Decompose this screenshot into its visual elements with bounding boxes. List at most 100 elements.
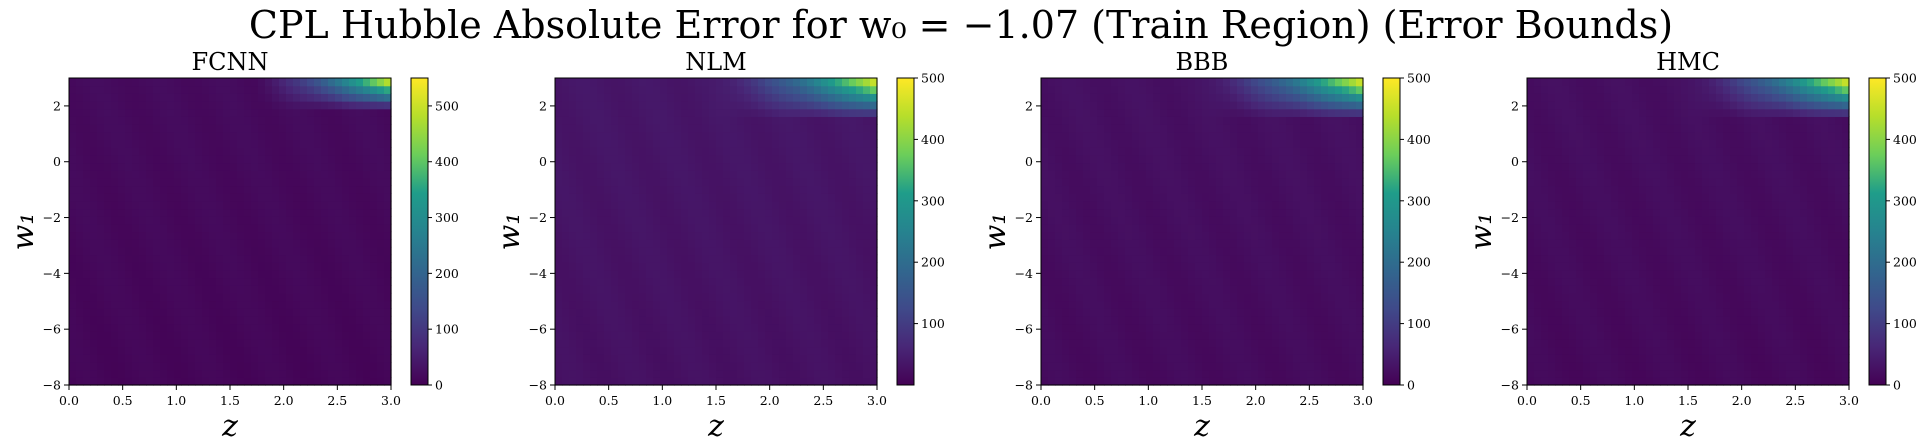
heatmap-cell — [618, 185, 626, 194]
heatmap-cell — [286, 246, 294, 256]
heatmap-cell — [695, 139, 703, 148]
heatmap-cell — [1097, 239, 1105, 248]
heatmap-cell — [611, 124, 619, 133]
heatmap-cell — [1048, 185, 1056, 194]
heatmap-cell — [618, 223, 626, 233]
heatmap-cell — [653, 361, 661, 371]
heatmap-cell — [223, 116, 231, 125]
heatmap-cell — [1132, 193, 1140, 202]
heatmap-cell — [653, 262, 661, 271]
heatmap-cell — [821, 369, 829, 378]
heatmap-cell — [286, 354, 294, 363]
heatmap-cell — [300, 101, 308, 110]
heatmap-cell — [723, 208, 731, 217]
heatmap-cell — [793, 285, 801, 294]
heatmap-cell — [90, 331, 98, 340]
heatmap-cell — [674, 262, 682, 271]
heatmap-cell — [1111, 223, 1119, 233]
heatmap-cell — [202, 216, 210, 225]
heatmap-cell — [688, 116, 696, 125]
heatmap-cell — [716, 170, 724, 179]
heatmap-cell — [342, 200, 350, 210]
heatmap-cell — [1125, 346, 1133, 355]
heatmap-cell — [688, 78, 696, 87]
heatmap-cell — [695, 246, 703, 256]
heatmap-cell — [1090, 269, 1098, 279]
heatmap-cell — [835, 269, 843, 279]
heatmap-cell — [174, 78, 182, 87]
heatmap-cell — [342, 231, 350, 240]
heatmap-cell — [702, 231, 710, 240]
heatmap-cell — [814, 277, 822, 286]
heatmap-cell — [1104, 154, 1112, 164]
heatmap-cell — [1188, 200, 1196, 210]
heatmap-cell — [377, 223, 385, 233]
heatmap-cell — [265, 139, 273, 148]
heatmap-cell — [1202, 208, 1210, 217]
heatmap-cell — [1195, 131, 1203, 140]
heatmap-cell — [195, 377, 203, 386]
heatmap-cell — [1244, 139, 1252, 148]
heatmap-cell — [1174, 308, 1182, 317]
heatmap-cell — [314, 246, 322, 256]
heatmap-cell — [1230, 285, 1238, 294]
heatmap-cell — [1139, 108, 1147, 117]
heatmap-cell — [821, 93, 829, 102]
heatmap-cell — [800, 200, 808, 210]
heatmap-cell — [356, 116, 364, 125]
heatmap-cell — [69, 369, 77, 378]
heatmap-cell — [230, 254, 238, 263]
heatmap-cell — [1062, 139, 1070, 148]
heatmap-cell — [300, 193, 308, 202]
heatmap-cell — [1062, 361, 1070, 371]
heatmap-cell — [814, 85, 822, 94]
heatmap-cell — [660, 308, 668, 317]
heatmap-cell — [863, 369, 871, 378]
heatmap-cell — [1202, 323, 1210, 332]
heatmap-cell — [1048, 177, 1056, 187]
heatmap-cell — [709, 101, 717, 110]
heatmap-cell — [209, 246, 217, 256]
heatmap-cell — [744, 361, 752, 371]
heatmap-cell — [349, 277, 357, 286]
heatmap-cell — [576, 131, 584, 140]
heatmap-cell — [286, 177, 294, 187]
heatmap-cell — [569, 208, 577, 217]
heatmap-cell — [293, 101, 301, 110]
heatmap-cell — [702, 262, 710, 271]
heatmap-cell — [370, 147, 378, 156]
heatmap-cell — [1244, 124, 1252, 133]
heatmap-cell — [237, 361, 245, 371]
heatmap-cell — [1195, 377, 1203, 386]
heatmap-cell — [167, 208, 175, 217]
heatmap-cell — [569, 116, 577, 125]
heatmap-cell — [69, 246, 77, 256]
heatmap-cell — [90, 369, 98, 378]
heatmap-cell — [632, 277, 640, 286]
heatmap-cell — [335, 338, 343, 348]
heatmap-cell — [251, 285, 259, 294]
heatmap-cell — [237, 131, 245, 140]
heatmap-cell — [646, 154, 654, 164]
heatmap-cell — [723, 177, 731, 187]
heatmap-cell — [737, 377, 745, 386]
heatmap-cell — [202, 162, 210, 171]
heatmap-cell — [639, 377, 647, 386]
heatmap-cell — [1062, 124, 1070, 133]
heatmap-cell — [97, 308, 105, 317]
heatmap-cell — [660, 93, 668, 102]
heatmap-cell — [216, 170, 224, 179]
heatmap-cell — [1111, 285, 1119, 294]
heatmap-cell — [1251, 193, 1259, 202]
heatmap-cell — [356, 246, 364, 256]
heatmap-cell — [321, 277, 329, 286]
heatmap-cell — [779, 277, 787, 286]
heatmap-cell — [83, 177, 91, 187]
heatmap-cell — [870, 131, 878, 140]
heatmap-cell — [272, 331, 280, 340]
heatmap-cell — [321, 101, 329, 110]
heatmap-cell — [1146, 277, 1154, 286]
heatmap-cell — [1139, 124, 1147, 133]
heatmap-cell — [1223, 377, 1231, 386]
heatmap-cell — [251, 177, 259, 187]
